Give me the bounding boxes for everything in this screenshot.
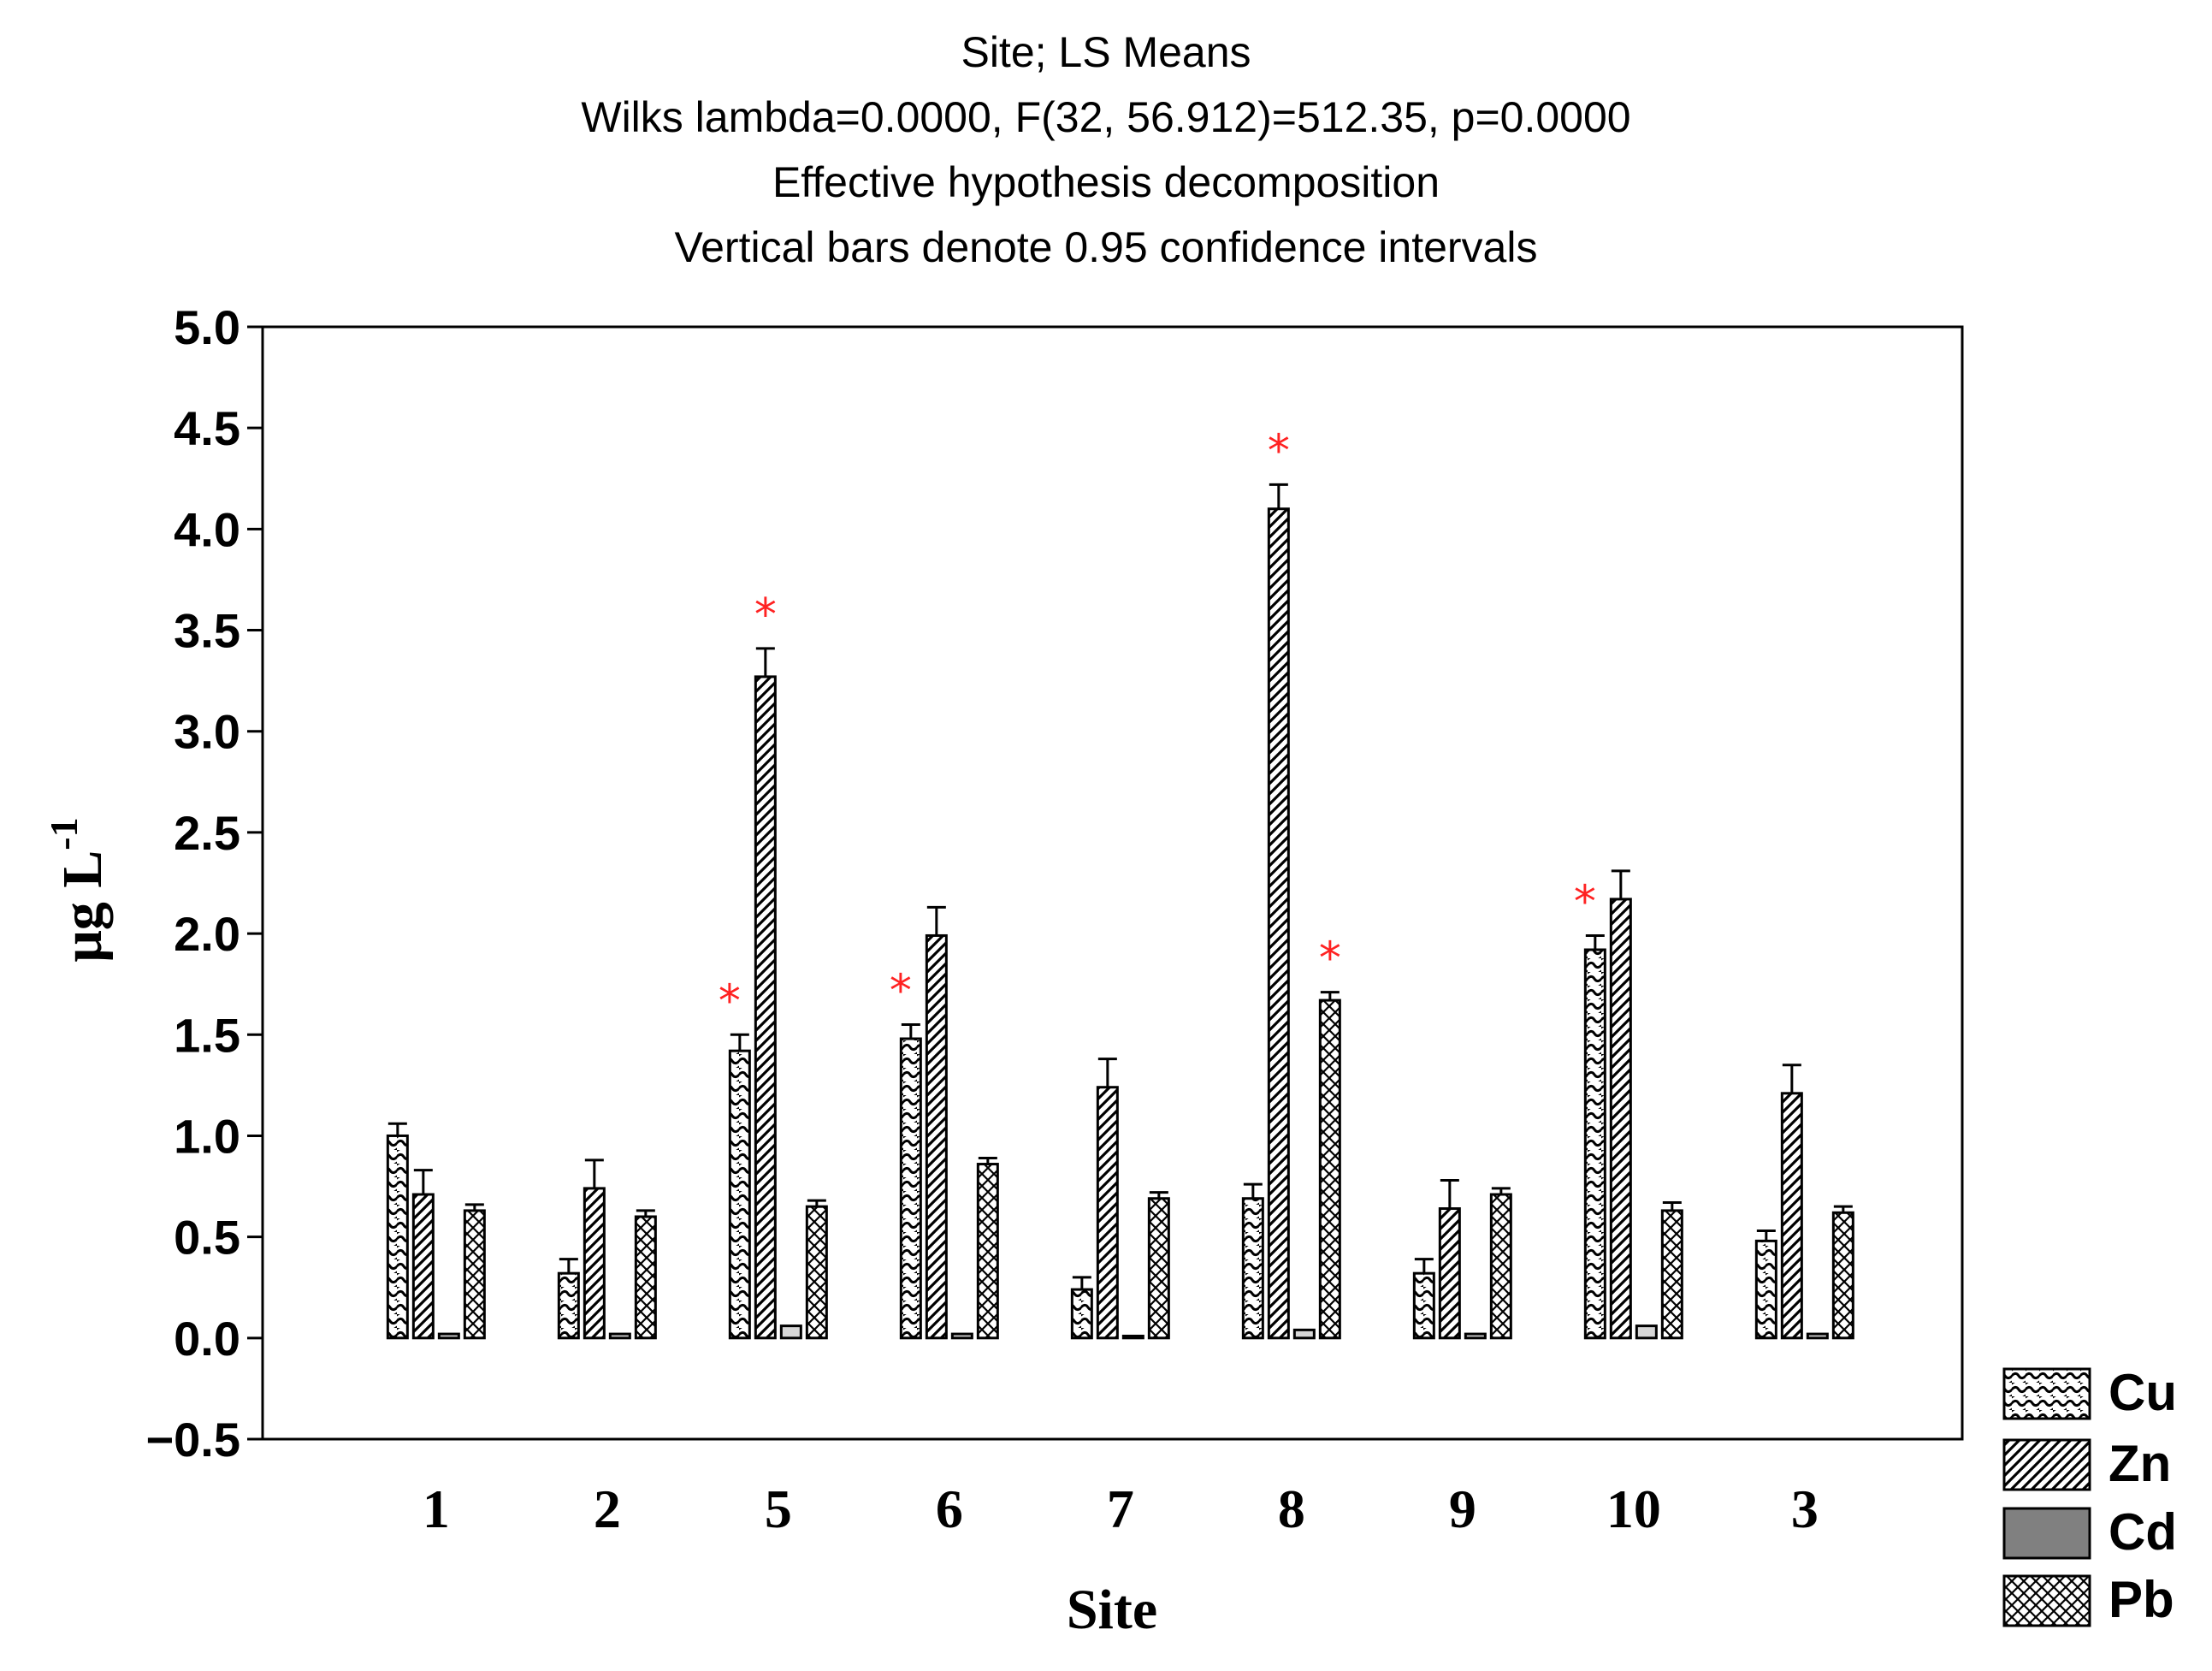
bar-cu [899,1037,922,1340]
x-tick-label: 2 [594,1478,621,1539]
bar-pb [634,1215,657,1340]
bar-cu [1070,1288,1093,1340]
bar-zn [1096,1086,1119,1340]
x-tick-label: 6 [936,1478,963,1539]
y-tick-label: 2.0 [174,907,240,961]
bar-cd [950,1332,973,1340]
x-tick-label: 7 [1107,1478,1134,1539]
legend-swatch-cd [2002,1507,2091,1560]
bar-zn [1609,898,1632,1340]
y-tick-label: 4.5 [174,401,240,455]
x-tick-label: 9 [1449,1478,1476,1539]
y-tick-label: 3.5 [174,604,240,658]
bar-pb [1489,1193,1512,1340]
x-tick-label: 1 [423,1478,450,1539]
bar-cd [437,1332,460,1340]
legend-label-cu: Cu [2108,1364,2177,1421]
y-axis-label-superscript: -1 [42,817,86,850]
legend-swatch-pb [2002,1574,2091,1627]
x-axis-label: Site [1067,1579,1157,1641]
y-axis-label-text: μg L-1 [42,817,114,962]
y-axis-label: μg L-1 [42,817,114,962]
bar-zn [1267,507,1290,1340]
bar-pb [1660,1209,1683,1340]
y-tick-label: 1.0 [174,1109,240,1163]
bar-cd [608,1332,631,1340]
significance-marker: * [1319,933,1341,985]
bar-pb [463,1209,486,1340]
bars: * * * * * * [386,425,1854,1340]
title-line: Effective hypothesis decomposition [772,158,1440,206]
bar-cu [728,1049,751,1340]
bar-zn [583,1187,606,1340]
legend-swatch-cu [2002,1367,2091,1420]
y-tick-label: 3.0 [174,705,240,759]
x-axis-ticks: 1 2 5 6 7 8 9 10 3 [423,1478,1819,1539]
y-tick-label: 5.0 [174,300,240,354]
y-tick-label: 1.5 [174,1008,240,1062]
plot-area-frame [261,325,1964,1441]
x-tick-label: 5 [765,1478,792,1539]
legend-label-zn: Zn [2108,1435,2171,1492]
bar-cu [557,1271,580,1340]
bar-zn [1438,1207,1461,1340]
x-tick-label: 10 [1606,1478,1661,1539]
y-tick-label: 2.5 [174,806,240,860]
title-line: Site; LS Means [961,28,1251,76]
bar-zn [925,933,948,1340]
bar-pb [1147,1197,1170,1340]
bar-pb [805,1205,828,1340]
significance-marker: * [719,975,741,1027]
bar-cd [1806,1332,1829,1340]
bar-cu [1583,948,1606,1340]
bar-pb [1831,1211,1854,1340]
legend-label-cd: Cd [2108,1503,2177,1561]
significance-marker: * [754,590,777,641]
bar-pb [976,1163,999,1340]
significance-marker: * [890,965,912,1016]
bar-zn [411,1193,435,1340]
y-tick-label: 0.0 [174,1312,240,1366]
chart-title: Site; LS Means Wilks lambda=0.0000, F(32,… [581,28,1630,271]
bar-cd [1635,1324,1658,1340]
bar-cu [1412,1271,1435,1340]
bar-pb [1318,998,1341,1340]
x-tick-label: 8 [1278,1478,1305,1539]
y-tick-label: −0.5 [145,1413,240,1467]
legend: Cu Zn Cd Pb [2002,1364,2177,1628]
bar-cd [1464,1332,1487,1340]
y-tick-label: 0.5 [174,1211,240,1265]
bar-zn [754,675,777,1340]
bar-cd [1292,1328,1316,1340]
y-tick-label: 4.0 [174,502,240,556]
bar-cu [386,1134,409,1340]
legend-label-pb: Pb [2108,1571,2174,1628]
legend-swatch-zn [2002,1438,2091,1491]
title-line: Vertical bars denote 0.95 confidence int… [675,223,1538,271]
bar-cu [1241,1197,1264,1340]
significance-marker: * [1268,425,1290,477]
bar-cd [779,1324,802,1340]
title-line: Wilks lambda=0.0000, F(32, 56.912)=512.3… [581,93,1630,141]
bar-zn [1780,1092,1803,1340]
y-axis-ticks: 5.0 4.5 4.0 3.5 3.0 2.5 2.0 1.5 1.0 0.5 0.0 −0.5 [145,300,263,1467]
x-tick-label: 3 [1791,1478,1819,1539]
significance-marker: * [1574,876,1596,927]
bar-cu [1754,1239,1777,1340]
bar-cd [1121,1334,1144,1340]
y-axis-label-main: μg L [51,850,114,963]
